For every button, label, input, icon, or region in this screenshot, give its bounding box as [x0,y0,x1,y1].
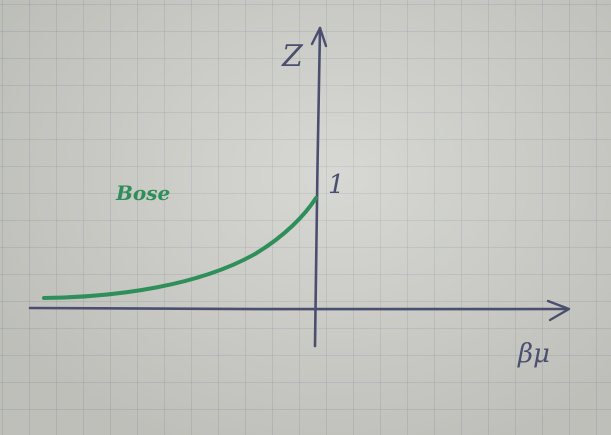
y-axis-arrowhead [310,26,328,48]
curve-label: Bose [115,181,170,205]
y-axis-label: Z [281,39,304,74]
x-axis-label: βμ [517,339,550,369]
bose-curve [42,196,318,300]
y-axis [313,26,322,348]
x-axis-arrowhead [546,299,571,322]
x-axis [28,306,570,311]
intercept-label: 1 [328,170,345,200]
